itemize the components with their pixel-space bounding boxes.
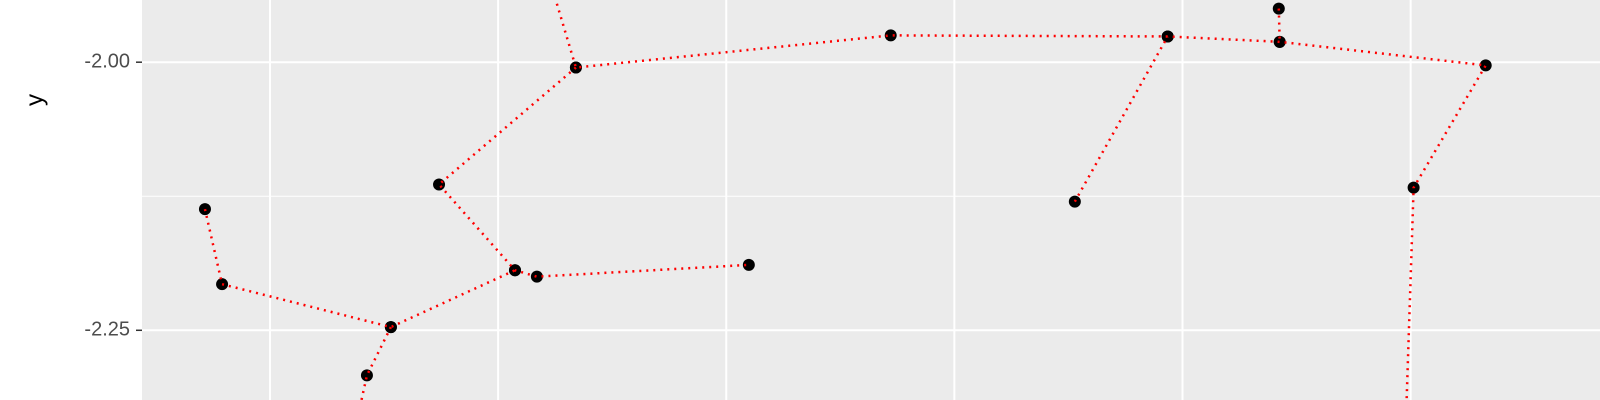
point bbox=[360, 369, 373, 382]
point bbox=[1479, 59, 1492, 72]
point bbox=[530, 270, 543, 283]
plot-area bbox=[198, 0, 1492, 400]
connecting-path bbox=[203, 0, 1488, 400]
y-axis-label: y bbox=[21, 94, 48, 106]
grid bbox=[142, 0, 1600, 400]
y-tick-label: -2.25 bbox=[84, 319, 130, 341]
point bbox=[1273, 35, 1286, 48]
panel bbox=[142, 0, 1600, 400]
point bbox=[742, 258, 755, 271]
point bbox=[216, 278, 229, 291]
point bbox=[884, 29, 897, 42]
y-tick-label: -2.00 bbox=[84, 50, 130, 72]
point bbox=[433, 178, 446, 191]
